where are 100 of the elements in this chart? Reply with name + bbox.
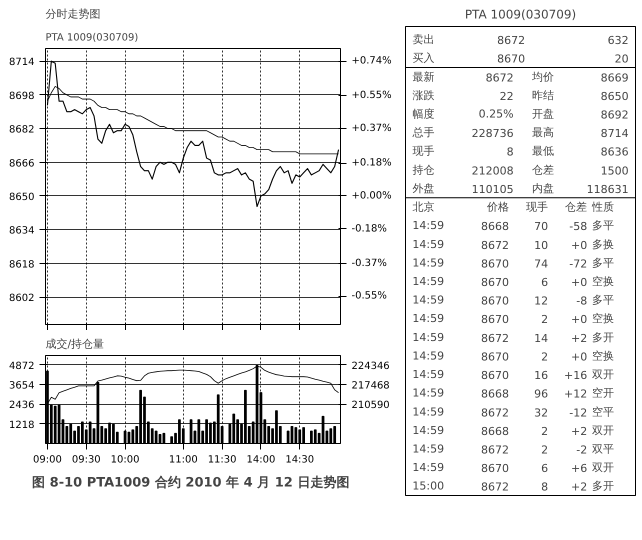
text: 仓差 <box>565 200 588 214</box>
text: 空平 <box>592 405 614 418</box>
y2-tick-label: -0.18% <box>352 223 387 234</box>
text: 118631 <box>586 182 629 196</box>
text: 8672 <box>497 34 526 48</box>
text: 14:59 <box>412 238 444 251</box>
text: 14:59 <box>412 256 444 270</box>
x-tick-label: 11:30 <box>208 454 237 466</box>
text: 仓差 <box>532 163 554 176</box>
y2-tick-label: -0.37% <box>352 258 387 269</box>
text: PTA 1009(030709) <box>464 8 576 22</box>
text: 多换 <box>592 238 614 251</box>
y-tick-label: 8714 <box>9 57 35 68</box>
text: 8 <box>541 480 548 494</box>
text: 8672 <box>486 71 514 84</box>
y-tick-label: 8602 <box>9 293 35 304</box>
y-tick-label: 8618 <box>9 259 35 270</box>
x-tick-label: 09:00 <box>33 454 62 466</box>
text: 空换 <box>592 349 614 362</box>
y2-tick-label: +0.00% <box>352 190 392 202</box>
y-tick-label: 8634 <box>9 226 35 237</box>
text: 14:59 <box>412 386 444 400</box>
text: 212008 <box>472 164 514 178</box>
text: +2 <box>570 480 588 494</box>
y2-tick-label: +0.18% <box>352 158 392 169</box>
text: 8672 <box>481 332 510 345</box>
text: 14:59 <box>412 274 444 288</box>
y2-tick-label: +0.37% <box>352 123 392 134</box>
text: 8670 <box>481 257 510 270</box>
text: 双开 <box>592 424 614 437</box>
text: 14:59 <box>412 219 444 232</box>
text: 8672 <box>481 406 510 420</box>
text: 74 <box>534 257 548 270</box>
y-tick-label: 8698 <box>9 90 35 102</box>
x-tick-label: 11:00 <box>168 454 198 466</box>
text: -72 <box>569 257 588 270</box>
text: -58 <box>569 220 588 234</box>
text: 昨结 <box>532 88 554 102</box>
text: 空换 <box>592 274 614 288</box>
text: 2 <box>541 443 548 456</box>
text: 内盘 <box>532 182 554 195</box>
x-tick-label: 14:30 <box>285 454 314 466</box>
text: +0 <box>570 276 588 289</box>
text: 8668 <box>481 424 510 438</box>
text: 20 <box>614 52 629 66</box>
text: 8668 <box>481 220 510 234</box>
text: -8 <box>576 294 588 308</box>
text: 买入 <box>412 52 434 65</box>
text: 14:59 <box>412 312 444 326</box>
y-tick-label: 8650 <box>9 192 35 203</box>
text: 2 <box>541 313 548 326</box>
text: 幅度 <box>412 107 434 120</box>
text: 8692 <box>600 108 629 122</box>
text: +2 <box>570 332 588 345</box>
text: +6 <box>570 462 588 476</box>
text: -12 <box>569 406 588 420</box>
text: 14:59 <box>412 349 444 362</box>
y-tick-label: 4872 <box>9 360 35 372</box>
text: 空开 <box>592 386 614 400</box>
text: +2 <box>570 424 588 438</box>
text: 14:59 <box>412 330 444 344</box>
text: 8670 <box>497 52 526 66</box>
text: 多开 <box>592 330 614 344</box>
text: 8670 <box>481 276 510 289</box>
x-tick-label: 14:00 <box>246 454 276 466</box>
text: 多开 <box>592 480 614 493</box>
text: 15:00 <box>412 480 444 493</box>
text: 现手 <box>412 144 434 158</box>
text: 14:59 <box>412 405 444 418</box>
text: 双开 <box>592 368 614 382</box>
x-tick-label: 10:00 <box>110 454 140 466</box>
text: 卖出 <box>412 33 434 46</box>
text: 8669 <box>600 71 629 84</box>
text: 0.25% <box>478 107 514 120</box>
text: 最高 <box>532 126 554 140</box>
y-tick-label: 2436 <box>9 400 35 412</box>
text: 8670 <box>481 313 510 326</box>
text: 8672 <box>481 443 510 456</box>
text: 多平 <box>592 294 614 307</box>
text: 最低 <box>532 144 554 158</box>
text: 16 <box>534 369 548 382</box>
text: +16 <box>564 369 588 382</box>
text: 外盘 <box>412 182 434 195</box>
caption: 图 8-10 PTA1009 合约 2010 年 4 月 12 日走势图 <box>32 474 350 490</box>
text: 开盘 <box>532 107 554 120</box>
text: 8 <box>506 146 514 159</box>
text: 110105 <box>472 182 514 196</box>
chart-title: 成交/持仓量 <box>46 338 104 350</box>
text: 6 <box>541 462 548 476</box>
text: 14 <box>534 332 548 345</box>
text: 双开 <box>592 461 614 474</box>
text: PTA 1009(030709) <box>46 32 138 44</box>
text: 8670 <box>481 294 510 308</box>
text: 8650 <box>600 90 629 103</box>
y-tick-label: 8682 <box>9 124 35 136</box>
text: 均价 <box>531 70 554 84</box>
text: +0 <box>570 350 588 364</box>
text: 14:59 <box>412 294 444 307</box>
text: 总手 <box>411 126 434 140</box>
y2-tick-label: 224346 <box>352 360 390 372</box>
